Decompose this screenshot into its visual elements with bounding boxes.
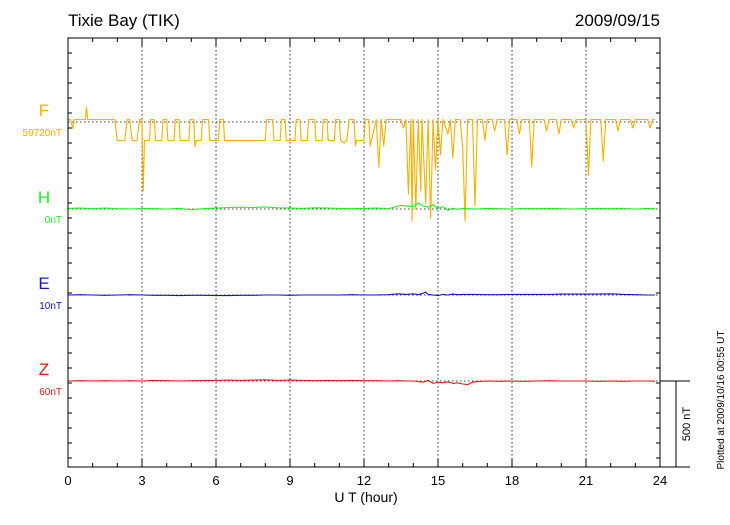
x-tick-label: 12 [357,473,371,488]
x-tick-label: 9 [286,473,293,488]
x-tick-label: 21 [579,473,593,488]
grid [68,38,660,467]
series-labels: F 59720nT H 0nT E 10nT Z 60nT [23,101,62,398]
date-label: 2009/09/15 [575,11,660,30]
series-line-e [67,291,656,297]
series-name-z: Z [39,360,49,379]
series-line-f [68,106,656,222]
series-name-h: H [38,188,50,207]
scale-bar-label: 500 nT [681,407,693,442]
series-baseline-e: 10nT [39,301,62,312]
series-baseline-h: 0nT [45,215,62,226]
series-name-e: E [38,274,49,293]
axes: 0 3 6 9 12 15 18 21 24 [64,37,690,488]
series-line-z [67,379,656,386]
series-line-h [67,202,656,211]
series-baseline-z: 60nT [39,387,62,398]
series-name-f: F [39,101,49,120]
x-tick-label: 6 [212,473,219,488]
station-title: Tixie Bay (TIK) [68,11,180,30]
x-tick-label: 24 [653,473,667,488]
x-tick-label: 15 [431,473,445,488]
x-tick-label: 3 [138,473,145,488]
x-axis-label: U T (hour) [334,489,397,505]
series-baseline-f: 59720nT [23,128,62,139]
plotted-at-note: Plotted at 2009/10/16 00:55 UT [716,331,727,470]
x-tick-label: 0 [64,473,71,488]
x-tick-label: 18 [505,473,519,488]
series-layer [67,106,656,386]
